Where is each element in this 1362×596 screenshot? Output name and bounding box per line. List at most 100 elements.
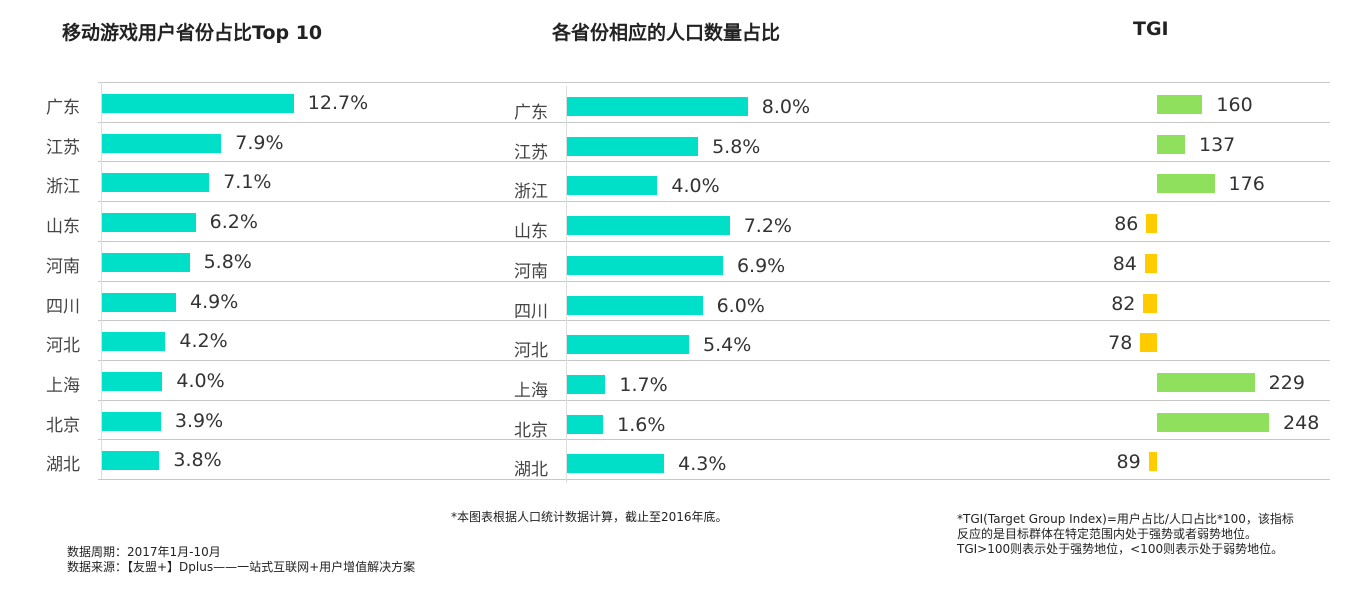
category-label: 河南 [46,256,80,277]
bar-population [567,97,748,116]
category-label: 四川 [46,296,80,317]
bar-tgi-strong [1157,174,1215,194]
data-label: 4.9% [189,290,239,313]
data-label: 5.8% [712,135,761,158]
row-separator [98,121,1330,123]
data-label: 78 [1108,332,1133,355]
category-label: 浙江 [46,177,80,198]
category-label: 山东 [514,222,548,243]
data-period: 数据周期：2017年1月-10月 [67,545,221,559]
bar-population [567,414,604,434]
bar-tgi-strong [1157,134,1185,154]
data-label: 5.8% [203,250,252,273]
category-label: 河南 [514,261,548,282]
data-label: 84 [1112,252,1137,275]
bar-users [102,451,160,471]
category-label: 广东 [514,103,548,123]
category-label: 湖北 [514,460,548,481]
data-label: 137 [1199,133,1236,156]
row-separator [98,479,1330,480]
row-separator [98,161,1330,163]
bar-tgi-weak [1146,214,1157,234]
data-label: 6.9% [736,254,786,277]
bar-users [102,173,210,193]
row-separator [98,439,1330,441]
bar-population [567,255,723,275]
bar-population [567,335,690,355]
data-label: 229 [1268,371,1305,394]
bar-users [102,332,166,352]
data-label: 3.8% [173,449,222,472]
bar-population [567,295,703,315]
category-label: 四川 [514,301,548,322]
chart-title-population: 各省份相应的人口数量占比 [552,22,781,44]
data-source: 数据来源：【友盟+】Dplus——一站式互联网+用户增值解决方案 [67,560,416,574]
category-label: 湖北 [46,455,80,476]
bar-users [102,252,190,272]
category-label: 广东 [46,98,80,118]
chart-title-users: 移动游戏用户省份占比Top 10 [62,22,323,44]
bar-tgi-weak [1148,452,1157,472]
data-label: 1.6% [617,413,666,436]
row-separator [98,201,1330,203]
bar-users [102,133,222,153]
row-separator [98,280,1330,282]
row-separator [98,399,1330,401]
data-label: 7.1% [223,171,272,194]
category-label: 上海 [514,380,548,401]
bar-population [567,454,665,474]
population-note: *本图表根据人口统计数据计算，截止至2016年底。 [451,510,728,524]
row-separator [98,240,1330,242]
category-label: 上海 [46,375,80,396]
category-label: 江苏 [514,142,548,163]
tgi-note-1: *TGI(Target Group Index)=用户占比/人口占比*100，该… [957,512,1294,526]
data-label: 6.0% [716,294,765,317]
chart-title-tgi: TGI [1133,18,1169,40]
category-label: 北京 [46,415,80,436]
data-label: 248 [1283,411,1320,434]
data-label: 8.0% [761,96,811,118]
bar-users [102,411,161,431]
category-label: 山东 [46,217,80,238]
data-label: 5.4% [703,334,752,357]
data-label: 176 [1228,173,1265,196]
data-label: 4.3% [678,453,727,476]
bar-population [567,216,730,236]
data-label: 160 [1216,94,1253,116]
row-separator [98,320,1330,322]
data-label: 89 [1116,451,1141,474]
bar-users [102,94,294,113]
bar-tgi-weak [1143,293,1157,313]
bar-population [567,176,658,196]
bar-population [567,374,606,394]
bar-users [102,213,196,233]
data-label: 4.0% [671,175,720,198]
data-label: 82 [1111,292,1136,315]
bar-tgi-strong [1157,95,1203,114]
data-label: 12.7% [307,92,369,114]
data-label: 86 [1114,213,1139,236]
category-label: 北京 [514,420,548,441]
data-label: 1.7% [619,373,668,396]
axis-line [566,86,567,483]
data-label: 6.2% [209,211,258,234]
category-label: 河北 [514,341,548,362]
bar-tgi-strong [1157,412,1270,432]
data-label: 7.9% [235,131,284,154]
data-label: 7.2% [743,215,792,238]
category-label: 河北 [46,336,80,357]
data-label: 3.9% [174,409,224,432]
bar-tgi-strong [1157,372,1255,392]
bar-tgi-weak [1140,333,1157,353]
bar-population [567,136,699,156]
bar-tgi-weak [1144,253,1157,273]
row-separator [98,82,1330,83]
tgi-note-2: 反应的是目标群体在特定范围内处于强势或者弱势地位。 [957,527,1258,541]
category-label: 浙江 [514,182,548,203]
tgi-note-3: TGI>100则表示处于强势地位，<100则表示处于弱势地位。 [957,542,1284,556]
data-label: 4.0% [176,369,225,392]
bar-users [102,371,163,391]
axis-line [101,82,102,479]
bar-users [102,292,176,312]
data-label: 4.2% [179,330,228,353]
